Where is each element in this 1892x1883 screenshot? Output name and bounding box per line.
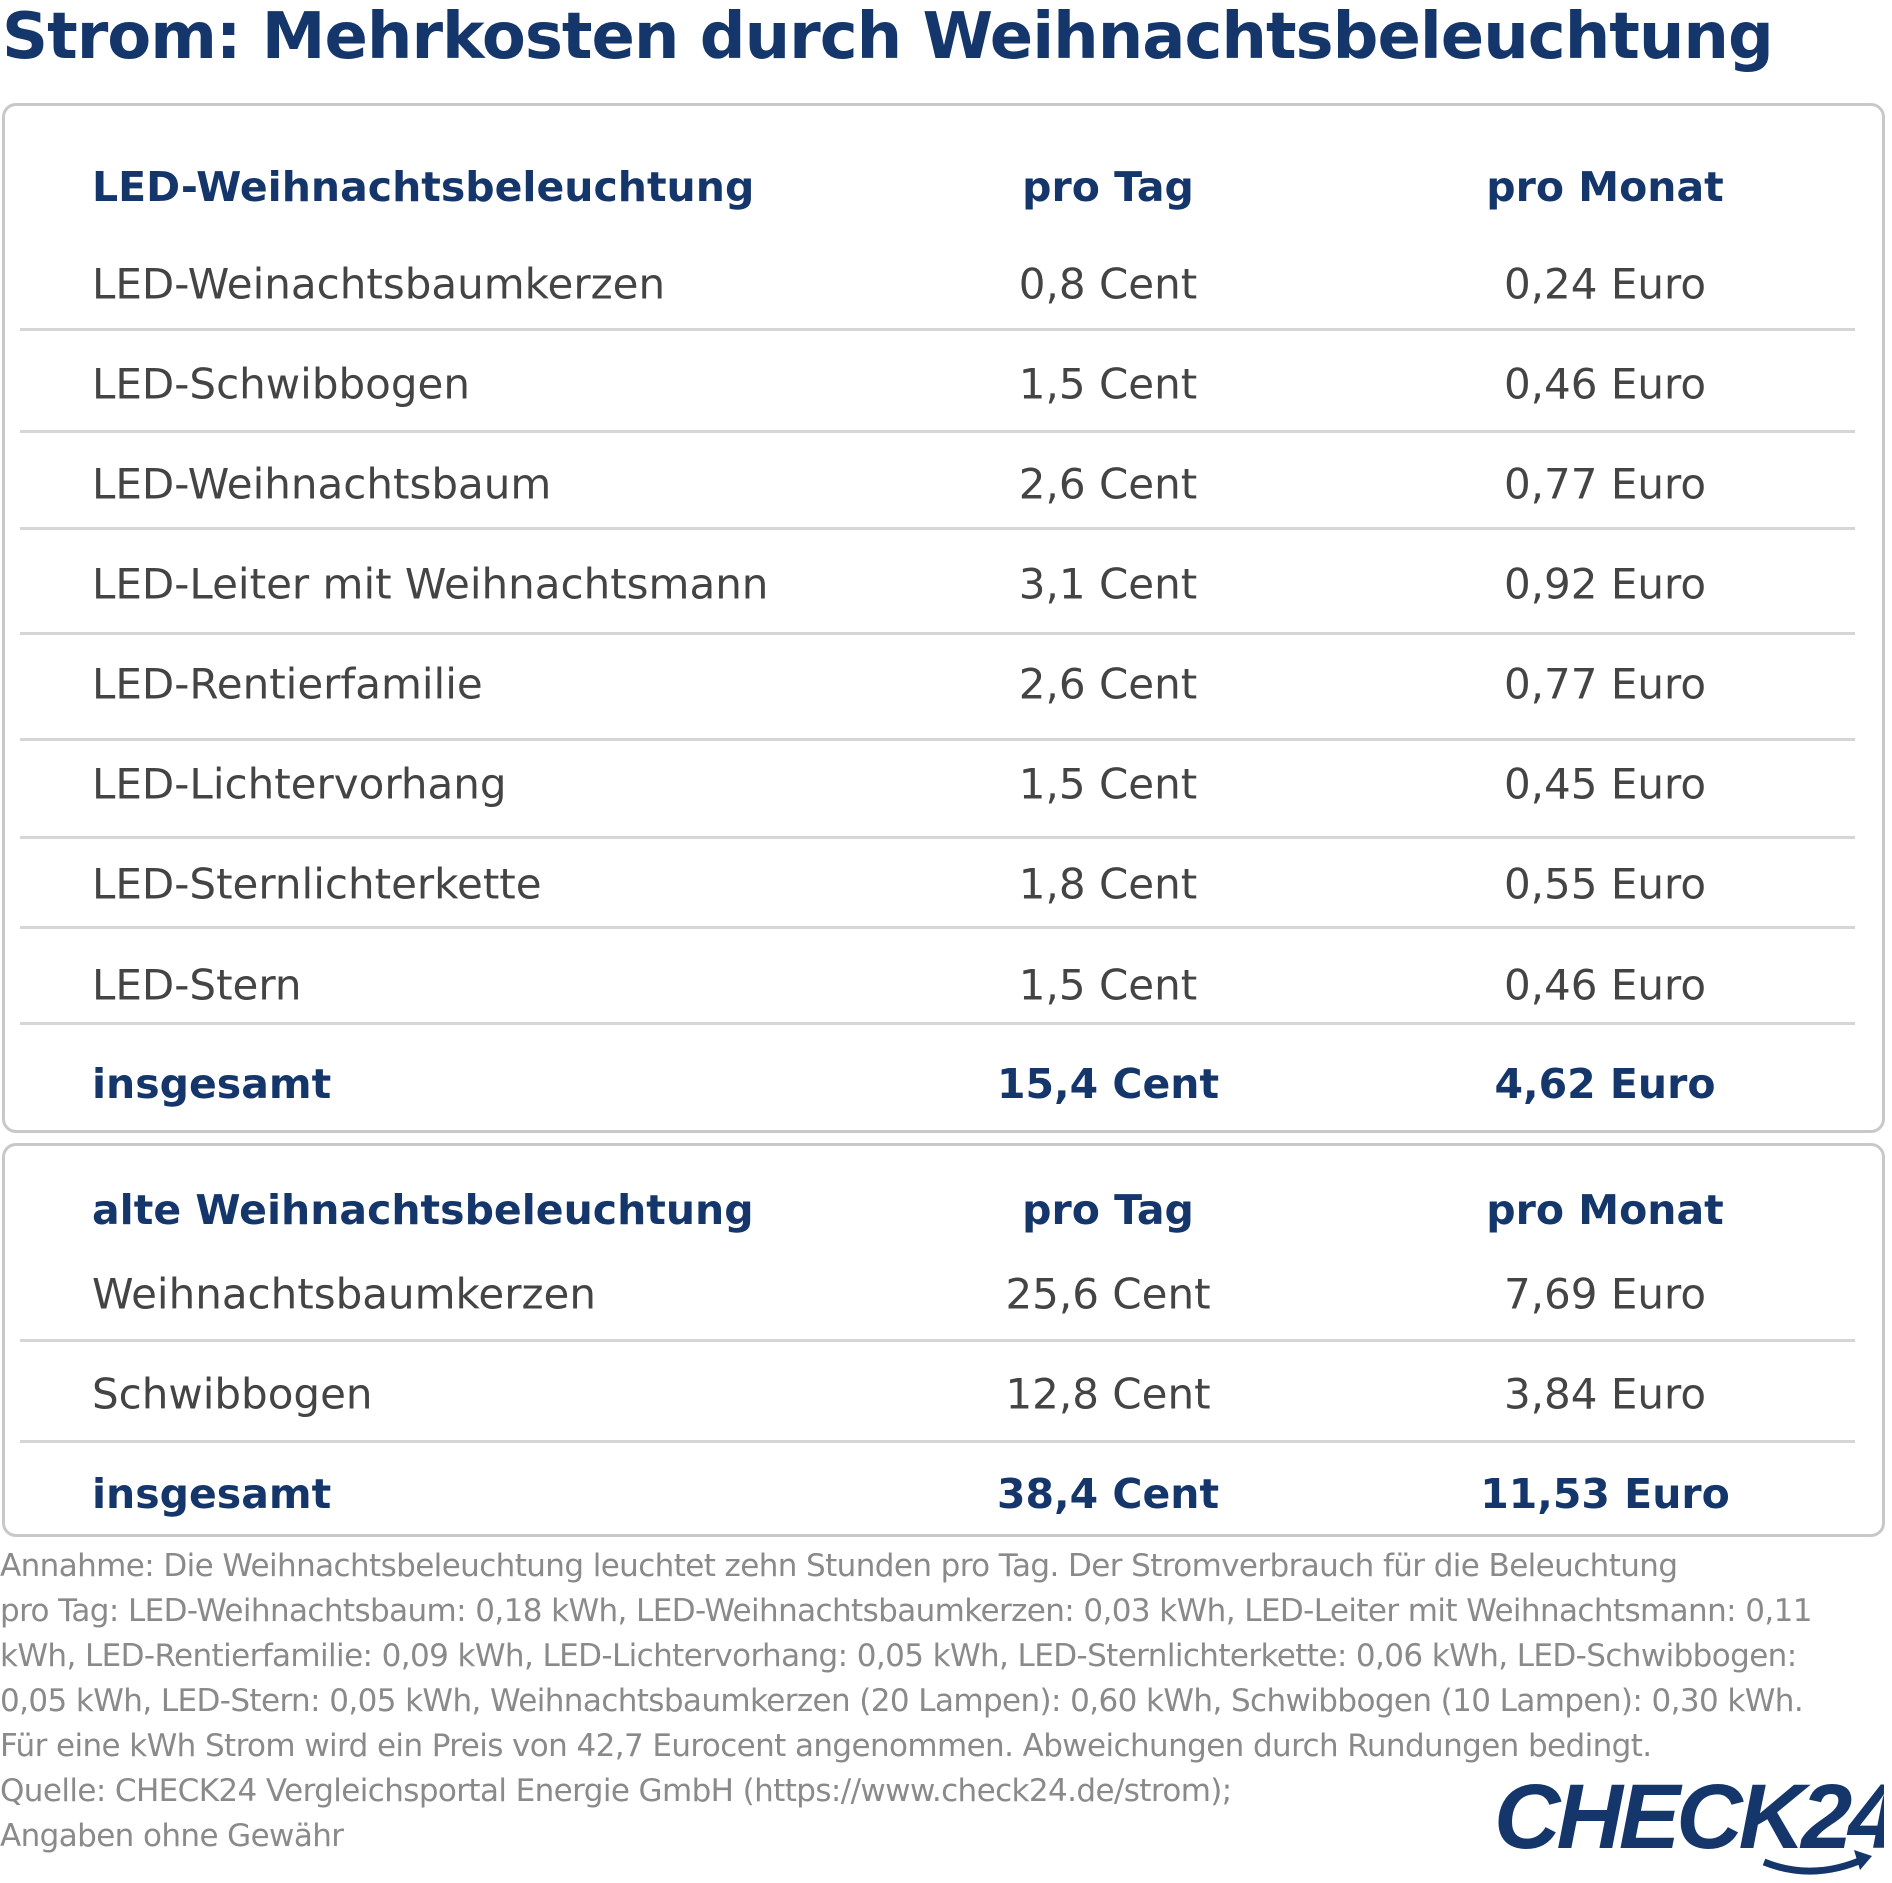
cell: 0,8 Cent <box>1018 259 1198 309</box>
cell: LED-Weihnachtsbaum <box>92 459 552 509</box>
cell: 2,6 Cent <box>1018 459 1198 509</box>
cell: 3,84 Euro <box>1503 1369 1707 1419</box>
row-separator <box>20 430 1855 433</box>
total-cell: 11,53 Euro <box>1480 1470 1730 1518</box>
total-cell: 15,4 Cent <box>996 1060 1220 1108</box>
cell: 0,45 Euro <box>1503 759 1707 809</box>
row-separator <box>20 1022 1855 1025</box>
cell: 1,8 Cent <box>1018 859 1198 909</box>
cell: 7,69 Euro <box>1503 1269 1707 1319</box>
cell: LED-Leiter mit Weihnachtsmann <box>92 559 769 609</box>
footnote-line: Quelle: CHECK24 Vergleichsportal Energie… <box>0 1773 1232 1809</box>
cell: 1,5 Cent <box>1018 759 1198 809</box>
footnote-line: pro Tag: LED-Weihnachtsbaum: 0,18 kWh, L… <box>0 1593 1812 1629</box>
cell: 0,46 Euro <box>1503 960 1707 1010</box>
total-cell: insgesamt <box>92 1060 332 1108</box>
cell: LED-Stern <box>92 960 302 1010</box>
header-cell: LED-Weihnachtsbeleuchtung <box>92 163 755 211</box>
footnote-line: 0,05 kWh, LED-Stern: 0,05 kWh, Weihnacht… <box>0 1683 1804 1719</box>
cell: 2,6 Cent <box>1018 659 1198 709</box>
footnote-line: kWh, LED-Rentierfamilie: 0,09 kWh, LED-L… <box>0 1638 1797 1674</box>
table-box <box>2 1143 1885 1537</box>
cell: 0,92 Euro <box>1503 559 1707 609</box>
cell: 0,46 Euro <box>1503 359 1707 409</box>
total-cell: insgesamt <box>92 1470 332 1518</box>
cell: 25,6 Cent <box>1005 1269 1211 1319</box>
header-cell: pro Tag <box>1022 1186 1194 1234</box>
cell: Weihnachtsbaumkerzen <box>92 1269 596 1319</box>
cell: 1,5 Cent <box>1018 359 1198 409</box>
cell: LED-Sternlichterkette <box>92 859 542 909</box>
footnote-line: Annahme: Die Weihnachtsbeleuchtung leuch… <box>0 1548 1678 1584</box>
header-cell: pro Monat <box>1486 1186 1724 1234</box>
total-cell: 38,4 Cent <box>996 1470 1220 1518</box>
row-separator <box>20 836 1855 839</box>
cell: 0,24 Euro <box>1503 259 1707 309</box>
logo: CHECK24 <box>1494 1770 1884 1875</box>
logo-swoosh <box>1762 1854 1868 1875</box>
logo-text: CHECK24 <box>1494 1770 1884 1868</box>
header-cell: alte Weihnachtsbeleuchtung <box>92 1186 754 1234</box>
row-separator <box>20 926 1855 929</box>
cell: Schwibbogen <box>92 1369 373 1419</box>
cell: LED-Schwibbogen <box>92 359 470 409</box>
row-separator <box>20 1339 1855 1342</box>
row-separator <box>20 527 1855 530</box>
header-cell: pro Tag <box>1022 163 1194 211</box>
cell: LED-Lichtervorhang <box>92 759 507 809</box>
header-cell: pro Monat <box>1486 163 1724 211</box>
table-box <box>2 103 1885 1133</box>
cell: 3,1 Cent <box>1018 559 1198 609</box>
row-separator <box>20 1440 1855 1443</box>
footnote-line: Für eine kWh Strom wird ein Preis von 42… <box>0 1728 1652 1764</box>
title: Strom: Mehrkosten durch Weihnachtsbeleuc… <box>2 0 1774 74</box>
cell: 0,77 Euro <box>1503 459 1707 509</box>
cell: 0,77 Euro <box>1503 659 1707 709</box>
cell: LED-Weinachtsbaumkerzen <box>92 259 666 309</box>
cell: 12,8 Cent <box>1005 1369 1211 1419</box>
footnote-line: Angaben ohne Gewähr <box>0 1818 344 1854</box>
cell: 0,55 Euro <box>1503 859 1707 909</box>
cell: LED-Rentierfamilie <box>92 659 483 709</box>
cell: 1,5 Cent <box>1018 960 1198 1010</box>
row-separator <box>20 738 1855 741</box>
total-cell: 4,62 Euro <box>1494 1060 1716 1108</box>
row-separator <box>20 632 1855 635</box>
logo-arrow <box>1854 1850 1872 1870</box>
row-separator <box>20 328 1855 331</box>
